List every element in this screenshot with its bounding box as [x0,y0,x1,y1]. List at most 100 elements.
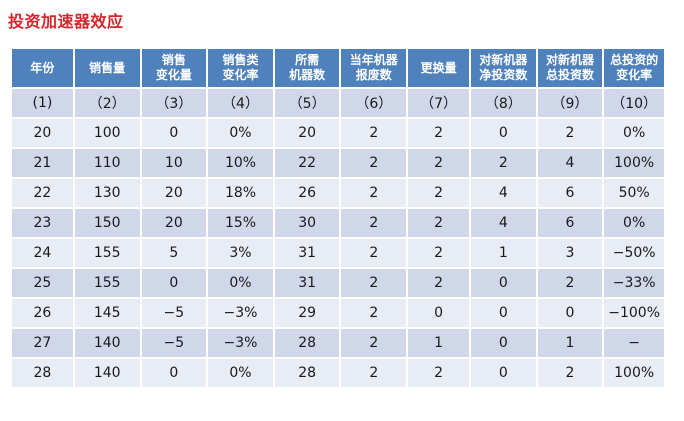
table-cell: 21 [12,149,73,177]
table-cell: 28 [274,359,340,387]
column-index-cell: （9） [537,89,603,117]
column-header: 对新机器 总投资数 [537,49,603,87]
column-index-row: (1) （2） （3） （4） （5） （6） （7） （8） （9） （10） [12,89,664,117]
table-cell: 20 [12,119,73,147]
column-header-line: 总投资数 [545,68,594,82]
column-index-cell: （8） [471,89,536,117]
column-header-line: 年份 [30,60,55,75]
column-header-line: 变化量 [155,68,192,82]
column-index-cell: （7） [408,89,469,117]
table-cell: 1 [408,329,469,357]
table-cell: 3 [537,239,603,267]
column-index-cell: （4） [208,89,273,117]
table-cell: 2 [341,299,407,327]
table-cell: 30 [274,209,340,237]
column-header-line: 报废数 [355,68,392,82]
table-cell: 2 [341,239,407,267]
table-cell: 0 [141,119,207,147]
table-cell: 0% [208,269,273,297]
column-header-line: 净投资数 [479,68,528,82]
column-header-line: 当年机器 [349,53,398,67]
table-row: 27 140 −5 −3% 28 2 1 0 1− [12,329,664,357]
table-cell: 6 [537,179,603,207]
table-cell: 20 [141,209,207,237]
table-cell: 22 [274,149,340,177]
page-title: 投资加速器效应 [8,12,124,31]
column-header-line: 销售类 [222,53,259,67]
table-cell: 20 [141,179,207,207]
table-body: (1) （2） （3） （4） （5） （6） （7） （8） （9） （10） 20 100 0 0% 2… [12,89,664,387]
column-header-line: 对新机器 [479,53,528,67]
table-cell: 0% [604,119,664,147]
table-cell: 2 [341,329,407,357]
table-cell: 2 [471,149,536,177]
table-row: 20 100 0 0% 20 2 2 0 2 0% [12,119,664,147]
column-index-cell: （10） [604,89,664,117]
table-cell: 2 [408,149,469,177]
table-cell: 0% [208,119,273,147]
table-cell: 1 [537,329,603,357]
column-header-line: 对新机器 [545,53,594,67]
column-header: 当年机器 报废数 [341,49,407,87]
accelerator-table: 年份 销售量 销售 变化量 销售类 变化率 所需 机器数 当年机器 报废数 更换量 对新机器 净投资数对… [10,47,666,389]
table-cell: 0 [471,119,536,147]
table-cell: 26 [12,299,73,327]
table-cell: 10% [208,149,273,177]
column-header-line: 变化率 [616,68,653,82]
table-cell: 20 [274,119,340,147]
table-cell: −3% [208,299,273,327]
table-row: 23 150 20 15% 30 2 2 4 6 0% [12,209,664,237]
table-cell: 2 [408,179,469,207]
table-cell: 0 [471,329,536,357]
table-container: 年份 销售量 销售 变化量 销售类 变化率 所需 机器数 当年机器 报废数 更换量 对新机器 净投资数对… [10,47,666,389]
table-cell: 24 [12,239,73,267]
table-cell: 2 [341,119,407,147]
table-cell: 10 [141,149,207,177]
table-cell: 0 [471,299,536,327]
table-cell: 31 [274,239,340,267]
table-cell: −33% [604,269,664,297]
table-cell: 18% [208,179,273,207]
column-index-cell: （2） [74,89,140,117]
table-cell: − [604,329,664,357]
table-cell: 31 [274,269,340,297]
table-cell: 28 [12,359,73,387]
table-cell: 2 [341,149,407,177]
table-cell: 2 [341,359,407,387]
table-cell: 140 [74,329,140,357]
column-header-line: 更换量 [420,60,457,75]
table-cell: 50% [604,179,664,207]
table-cell: 0 [141,269,207,297]
table-cell: 2 [408,269,469,297]
column-header: 总投资的 变化率 [604,49,664,87]
column-header: 销售量 [74,49,140,87]
table-cell: 2 [408,209,469,237]
table-cell: 25 [12,269,73,297]
table-cell: 22 [12,179,73,207]
header-row: 年份 销售量 销售 变化量 销售类 变化率 所需 机器数 当年机器 报废数 更换量 对新机器 净投资数对… [12,49,664,87]
table-cell: 4 [471,209,536,237]
table-cell: 2 [341,209,407,237]
column-header: 销售 变化量 [141,49,207,87]
column-header: 对新机器 净投资数 [471,49,536,87]
table-cell: 130 [74,179,140,207]
table-cell: 1 [471,239,536,267]
table-cell: 5 [141,239,207,267]
table-cell: −3% [208,329,273,357]
table-cell: 0% [208,359,273,387]
table-cell: −50% [604,239,664,267]
table-cell: 2 [408,119,469,147]
table-cell: 15% [208,209,273,237]
table-cell: 100 [74,119,140,147]
column-header-line: 销售量 [89,60,126,75]
table-cell: 2 [537,269,603,297]
column-index-cell: （6） [341,89,407,117]
table-cell: 140 [74,359,140,387]
table-cell: −5 [141,299,207,327]
table-cell: 2 [341,179,407,207]
column-header-line: 机器数 [289,68,326,82]
table-cell: 0 [471,359,536,387]
table-cell: 2 [341,269,407,297]
table-cell: 4 [471,179,536,207]
column-header: 更换量 [408,49,469,87]
